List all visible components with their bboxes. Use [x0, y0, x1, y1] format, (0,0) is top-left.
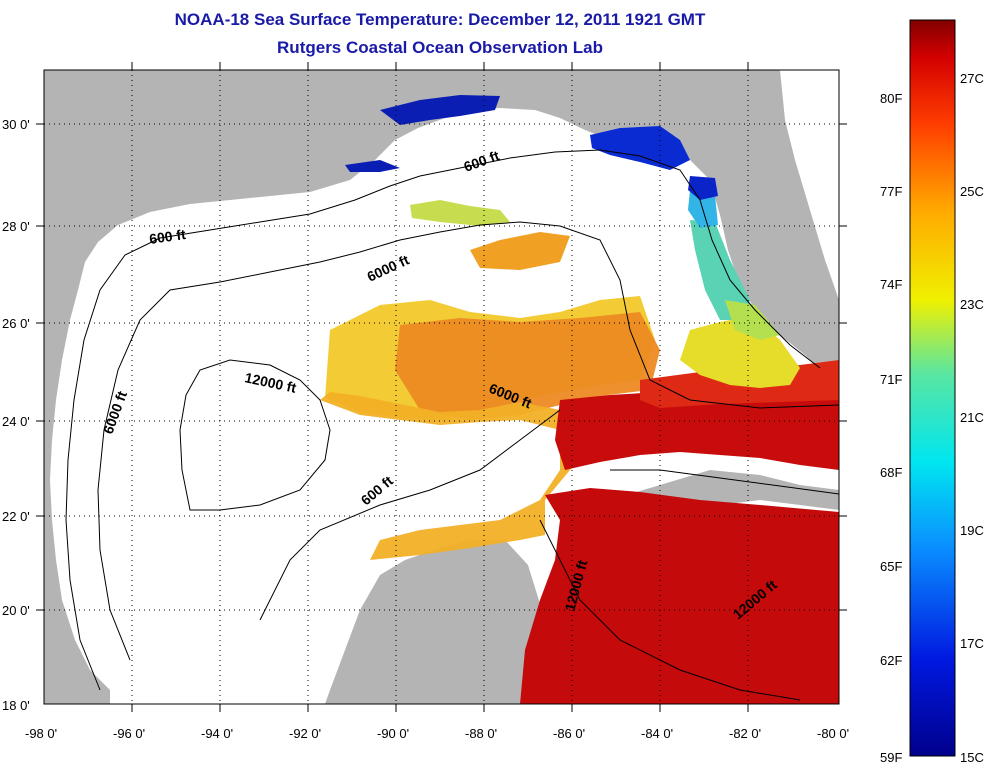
colorbar-f-label: 71F — [880, 372, 902, 387]
colorbar-f-label: 59F — [880, 750, 902, 765]
colorbar-c-label: 17C — [960, 636, 984, 651]
lat-tick-label: 28 0' — [2, 219, 30, 234]
lat-tick-label: 20 0' — [2, 603, 30, 618]
map-subtitle: Rutgers Coastal Ocean Observation Lab — [277, 38, 603, 57]
lat-tick-label: 26 0' — [2, 316, 30, 331]
lon-tick-label: -86 0' — [553, 726, 585, 741]
latitude-labels: 18 0' 20 0' 22 0' 24 0' 26 0' 28 0' 30 0… — [2, 117, 30, 713]
colorbar-f-labels: 80F 77F 74F 71F 68F 65F 62F 59F — [880, 91, 902, 765]
lon-tick-label: -80 0' — [817, 726, 849, 741]
longitude-labels: -98 0' -96 0' -94 0' -92 0' -90 0' -88 0… — [25, 726, 849, 741]
colorbar — [909, 19, 956, 757]
lat-tick-label: 30 0' — [2, 117, 30, 132]
lon-tick-label: -92 0' — [289, 726, 321, 741]
colorbar-f-label: 62F — [880, 653, 902, 668]
colorbar-f-label: 65F — [880, 559, 902, 574]
colorbar-c-label: 25C — [960, 184, 984, 199]
contour-label: 600 ft — [148, 226, 187, 247]
colorbar-f-label: 68F — [880, 465, 902, 480]
lon-tick-label: -82 0' — [729, 726, 761, 741]
colorbar-c-labels: 27C 25C 23C 21C 19C 17C 15C — [960, 71, 984, 765]
depth-contours — [65, 149, 839, 701]
colorbar-c-label: 19C — [960, 523, 984, 538]
colorbar-f-label: 74F — [880, 277, 902, 292]
lon-tick-label: -94 0' — [201, 726, 233, 741]
graticule — [44, 70, 839, 704]
map-title: NOAA-18 Sea Surface Temperature: Decembe… — [174, 10, 706, 29]
map-frame — [43, 69, 840, 705]
frame-ticks — [36, 62, 847, 712]
yucatan-land — [325, 540, 560, 704]
lat-tick-label: 18 0' — [2, 698, 30, 713]
colorbar-c-label: 27C — [960, 71, 984, 86]
colorbar-c-label: 23C — [960, 297, 984, 312]
colorbar-f-label: 80F — [880, 91, 902, 106]
colorbar-c-label: 15C — [960, 750, 984, 765]
lon-tick-label: -96 0' — [113, 726, 145, 741]
lat-tick-label: 22 0' — [2, 509, 30, 524]
colorbar-f-label: 77F — [880, 184, 902, 199]
sst-data-layer — [320, 95, 839, 704]
lon-tick-label: -98 0' — [25, 726, 57, 741]
lon-tick-label: -88 0' — [465, 726, 497, 741]
lat-tick-label: 24 0' — [2, 414, 30, 429]
colorbar-c-label: 21C — [960, 410, 984, 425]
lon-tick-label: -84 0' — [641, 726, 673, 741]
atlantic-water — [780, 70, 839, 300]
lon-tick-label: -90 0' — [377, 726, 409, 741]
